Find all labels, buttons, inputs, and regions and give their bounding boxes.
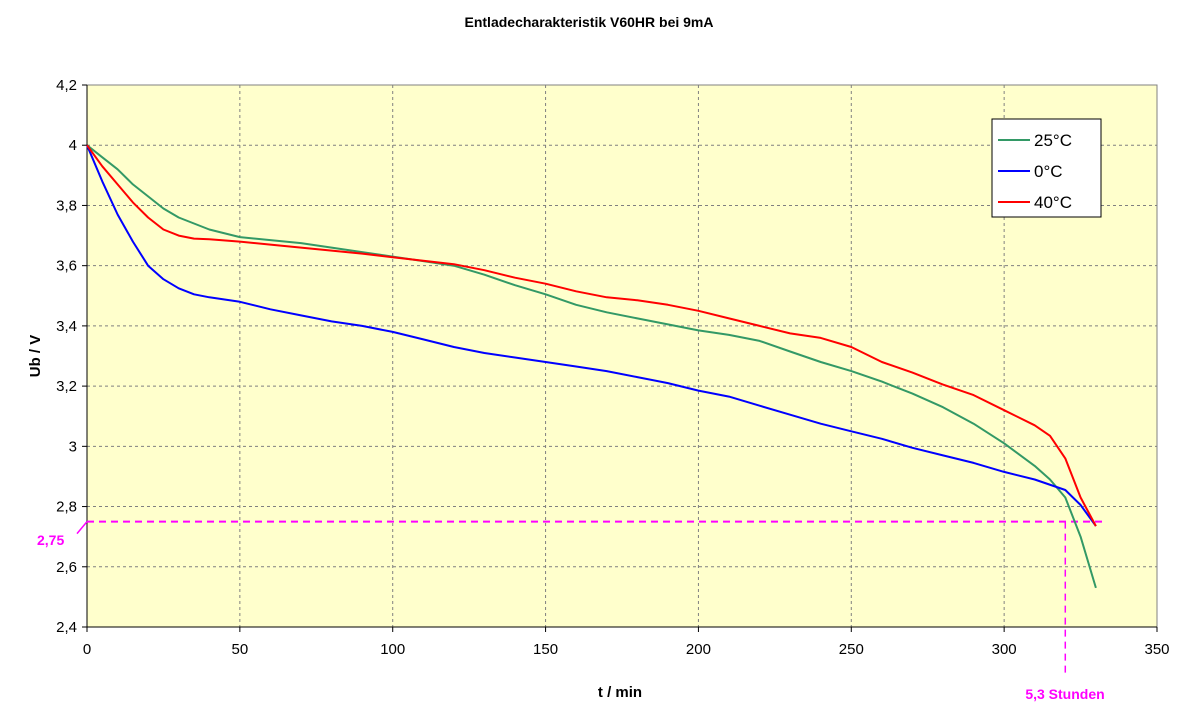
legend-label: 0°C xyxy=(1034,162,1063,181)
series-line xyxy=(86,144,1097,527)
tick-labels: 2,4 2,6 2,8 3 3,2 3,4 3,6 3,8 4 4,2 0 50 100 150 200 25… xyxy=(56,77,1169,658)
legend: 25°C 0°C 40°C xyxy=(991,118,1102,218)
y-tick-label: 3,2 xyxy=(56,378,77,395)
x-tick-label: 200 xyxy=(686,641,711,658)
y-tick-label: 3,8 xyxy=(56,197,77,214)
plot-area xyxy=(86,84,1158,628)
series-line xyxy=(86,144,1097,527)
series-line xyxy=(86,144,1097,589)
legend-label: 25°C xyxy=(1034,131,1072,150)
threshold-label: 2,75 xyxy=(37,532,64,548)
y-tick-label: 4,2 xyxy=(56,77,77,94)
threshold-annotation xyxy=(76,520,1107,677)
y-tick-label: 4 xyxy=(69,137,77,154)
y-tick-label: 3 xyxy=(69,438,77,455)
series-lines xyxy=(86,144,1097,589)
x-tick-label: 250 xyxy=(839,641,864,658)
x-axis-title: t / min xyxy=(598,684,642,701)
x-tick-label: 100 xyxy=(380,641,405,658)
x-tick-label: 50 xyxy=(232,641,249,658)
legend-label: 40°C xyxy=(1034,193,1072,212)
x-tick-label: 0 xyxy=(83,641,91,658)
y-tick-label: 2,6 xyxy=(56,559,77,576)
y-tick-label: 3,4 xyxy=(56,318,77,335)
x-tick-label: 300 xyxy=(992,641,1017,658)
y-tick-label: 3,6 xyxy=(56,258,77,275)
y-axis-title: Ub / V xyxy=(27,335,44,378)
y-tick-label: 2,4 xyxy=(56,619,77,636)
legend-box xyxy=(991,118,1102,218)
x-tick-label: 150 xyxy=(533,641,558,658)
time-annotation-label: 5,3 Stunden xyxy=(1025,686,1104,702)
x-tick-label: 350 xyxy=(1144,641,1169,658)
grid xyxy=(87,85,1157,627)
chart-title: Entladecharakteristik V60HR bei 9mA xyxy=(465,14,714,30)
axes xyxy=(82,84,1158,632)
y-tick-label: 2,8 xyxy=(56,499,77,516)
threshold-pointer xyxy=(76,521,88,535)
